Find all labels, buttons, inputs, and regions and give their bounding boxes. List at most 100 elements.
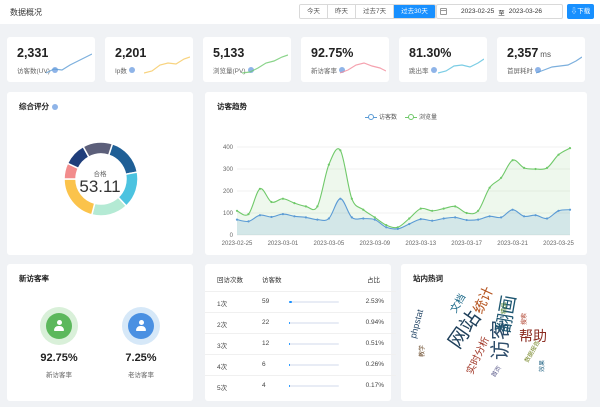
- data-point[interactable]: [362, 208, 365, 211]
- date-from[interactable]: 2023-02-25: [461, 8, 495, 15]
- data-point[interactable]: [304, 216, 307, 219]
- data-point[interactable]: [522, 166, 526, 169]
- data-point[interactable]: [465, 218, 468, 222]
- x-tick-label: 2023-02-25: [222, 241, 253, 247]
- data-point[interactable]: [419, 218, 422, 221]
- data-point[interactable]: [385, 224, 388, 227]
- hot-word[interactable]: 教学: [420, 344, 426, 358]
- table-row[interactable]: 1次 59 2.53%: [205, 291, 396, 310]
- data-point[interactable]: [373, 216, 376, 219]
- data-point[interactable]: [442, 217, 445, 220]
- data-point[interactable]: [534, 167, 537, 171]
- data-point[interactable]: [362, 217, 365, 220]
- data-point[interactable]: [568, 208, 572, 211]
- hot-word[interactable]: 帮助: [519, 328, 547, 344]
- data-point[interactable]: [511, 208, 514, 211]
- data-point[interactable]: [545, 166, 549, 169]
- data-point[interactable]: [477, 209, 480, 212]
- hot-word[interactable]: 统计: [469, 283, 497, 317]
- data-point[interactable]: [327, 163, 330, 166]
- data-point[interactable]: [316, 205, 319, 208]
- stat-number: 2,331: [17, 46, 49, 60]
- data-point[interactable]: [350, 197, 353, 200]
- return-visits-card: 回访次数 访客数 占比 1次 59 2.53% 2次 22 0.94% 3次 12 …: [205, 264, 396, 401]
- data-point[interactable]: [522, 215, 526, 218]
- table-row[interactable]: 5次 4 0.17%: [205, 375, 396, 394]
- data-point[interactable]: [247, 213, 250, 216]
- data-point[interactable]: [373, 218, 376, 221]
- table-row[interactable]: 2次 22 0.94%: [205, 312, 396, 331]
- data-point[interactable]: [339, 149, 342, 152]
- score-segment[interactable]: [82, 141, 114, 159]
- legend-visitors[interactable]: 访客数: [365, 112, 397, 121]
- data-point[interactable]: [431, 219, 434, 222]
- info-icon[interactable]: [430, 67, 437, 73]
- data-point[interactable]: [557, 209, 560, 212]
- download-button[interactable]: ⇩下载: [567, 4, 594, 19]
- data-point[interactable]: [465, 211, 468, 215]
- legend-pageviews[interactable]: 浏览量: [405, 112, 437, 121]
- data-point[interactable]: [293, 202, 296, 205]
- data-point[interactable]: [500, 216, 503, 219]
- col-header-visitors: 访客数: [262, 277, 282, 284]
- tab-today[interactable]: 今天: [300, 5, 328, 18]
- table-row[interactable]: 3次 12 0.51%: [205, 333, 396, 352]
- data-point[interactable]: [350, 216, 353, 219]
- stat-label-text: 首屏耗时: [507, 68, 533, 75]
- data-point[interactable]: [568, 147, 572, 150]
- data-point[interactable]: [281, 213, 285, 216]
- data-point[interactable]: [408, 222, 411, 226]
- data-point[interactable]: [408, 217, 411, 220]
- stat-label: 新访客率: [311, 65, 345, 75]
- data-point[interactable]: [327, 217, 330, 220]
- data-point[interactable]: [339, 197, 342, 200]
- data-point[interactable]: [235, 218, 239, 221]
- data-point[interactable]: [258, 187, 262, 190]
- hot-word[interactable]: 首页: [491, 365, 503, 379]
- info-icon[interactable]: [247, 67, 254, 73]
- sparkline: [438, 58, 484, 74]
- data-point[interactable]: [385, 226, 388, 229]
- info-icon[interactable]: [339, 67, 345, 73]
- data-point[interactable]: [396, 226, 399, 229]
- data-point[interactable]: [534, 214, 537, 217]
- data-point[interactable]: [454, 205, 457, 208]
- data-point[interactable]: [293, 215, 296, 218]
- data-point[interactable]: [488, 215, 491, 218]
- info-icon[interactable]: [535, 67, 541, 73]
- data-point[interactable]: [258, 214, 262, 217]
- hot-word[interactable]: 搜索: [522, 312, 528, 326]
- data-point[interactable]: [235, 209, 239, 212]
- data-point[interactable]: [557, 153, 560, 156]
- hot-word[interactable]: 效果: [540, 359, 546, 373]
- table-row[interactable]: 4次 6 0.26%: [205, 354, 396, 373]
- data-point[interactable]: [442, 207, 445, 210]
- hot-word[interactable]: phpstat: [407, 308, 426, 340]
- score-segment[interactable]: [90, 196, 128, 217]
- data-point[interactable]: [500, 176, 503, 179]
- info-icon[interactable]: [52, 103, 58, 110]
- data-point[interactable]: [316, 218, 319, 221]
- data-point[interactable]: [511, 159, 514, 162]
- data-point[interactable]: [419, 207, 422, 210]
- tab-yesterday[interactable]: 昨天: [328, 5, 356, 18]
- data-point[interactable]: [270, 200, 273, 204]
- data-point[interactable]: [270, 215, 273, 219]
- data-point[interactable]: [281, 197, 285, 200]
- date-to[interactable]: 2023-03-26: [508, 8, 542, 15]
- date-range-picker[interactable]: 2023-02-25 至 2023-03-26: [436, 4, 563, 19]
- data-point[interactable]: [454, 216, 457, 219]
- hot-word[interactable]: 精品: [502, 301, 508, 315]
- tab-last-30-days[interactable]: 过去30天: [394, 5, 435, 18]
- tab-last-7-days[interactable]: 过去7天: [356, 5, 395, 18]
- data-point[interactable]: [431, 209, 434, 212]
- data-point[interactable]: [396, 227, 399, 230]
- sparkline: [46, 53, 92, 74]
- data-point[interactable]: [545, 217, 549, 220]
- data-point[interactable]: [304, 205, 307, 208]
- data-point[interactable]: [488, 186, 491, 189]
- info-icon[interactable]: [128, 67, 135, 73]
- data-point[interactable]: [247, 220, 250, 223]
- info-icon[interactable]: [51, 67, 58, 73]
- data-point[interactable]: [477, 218, 480, 221]
